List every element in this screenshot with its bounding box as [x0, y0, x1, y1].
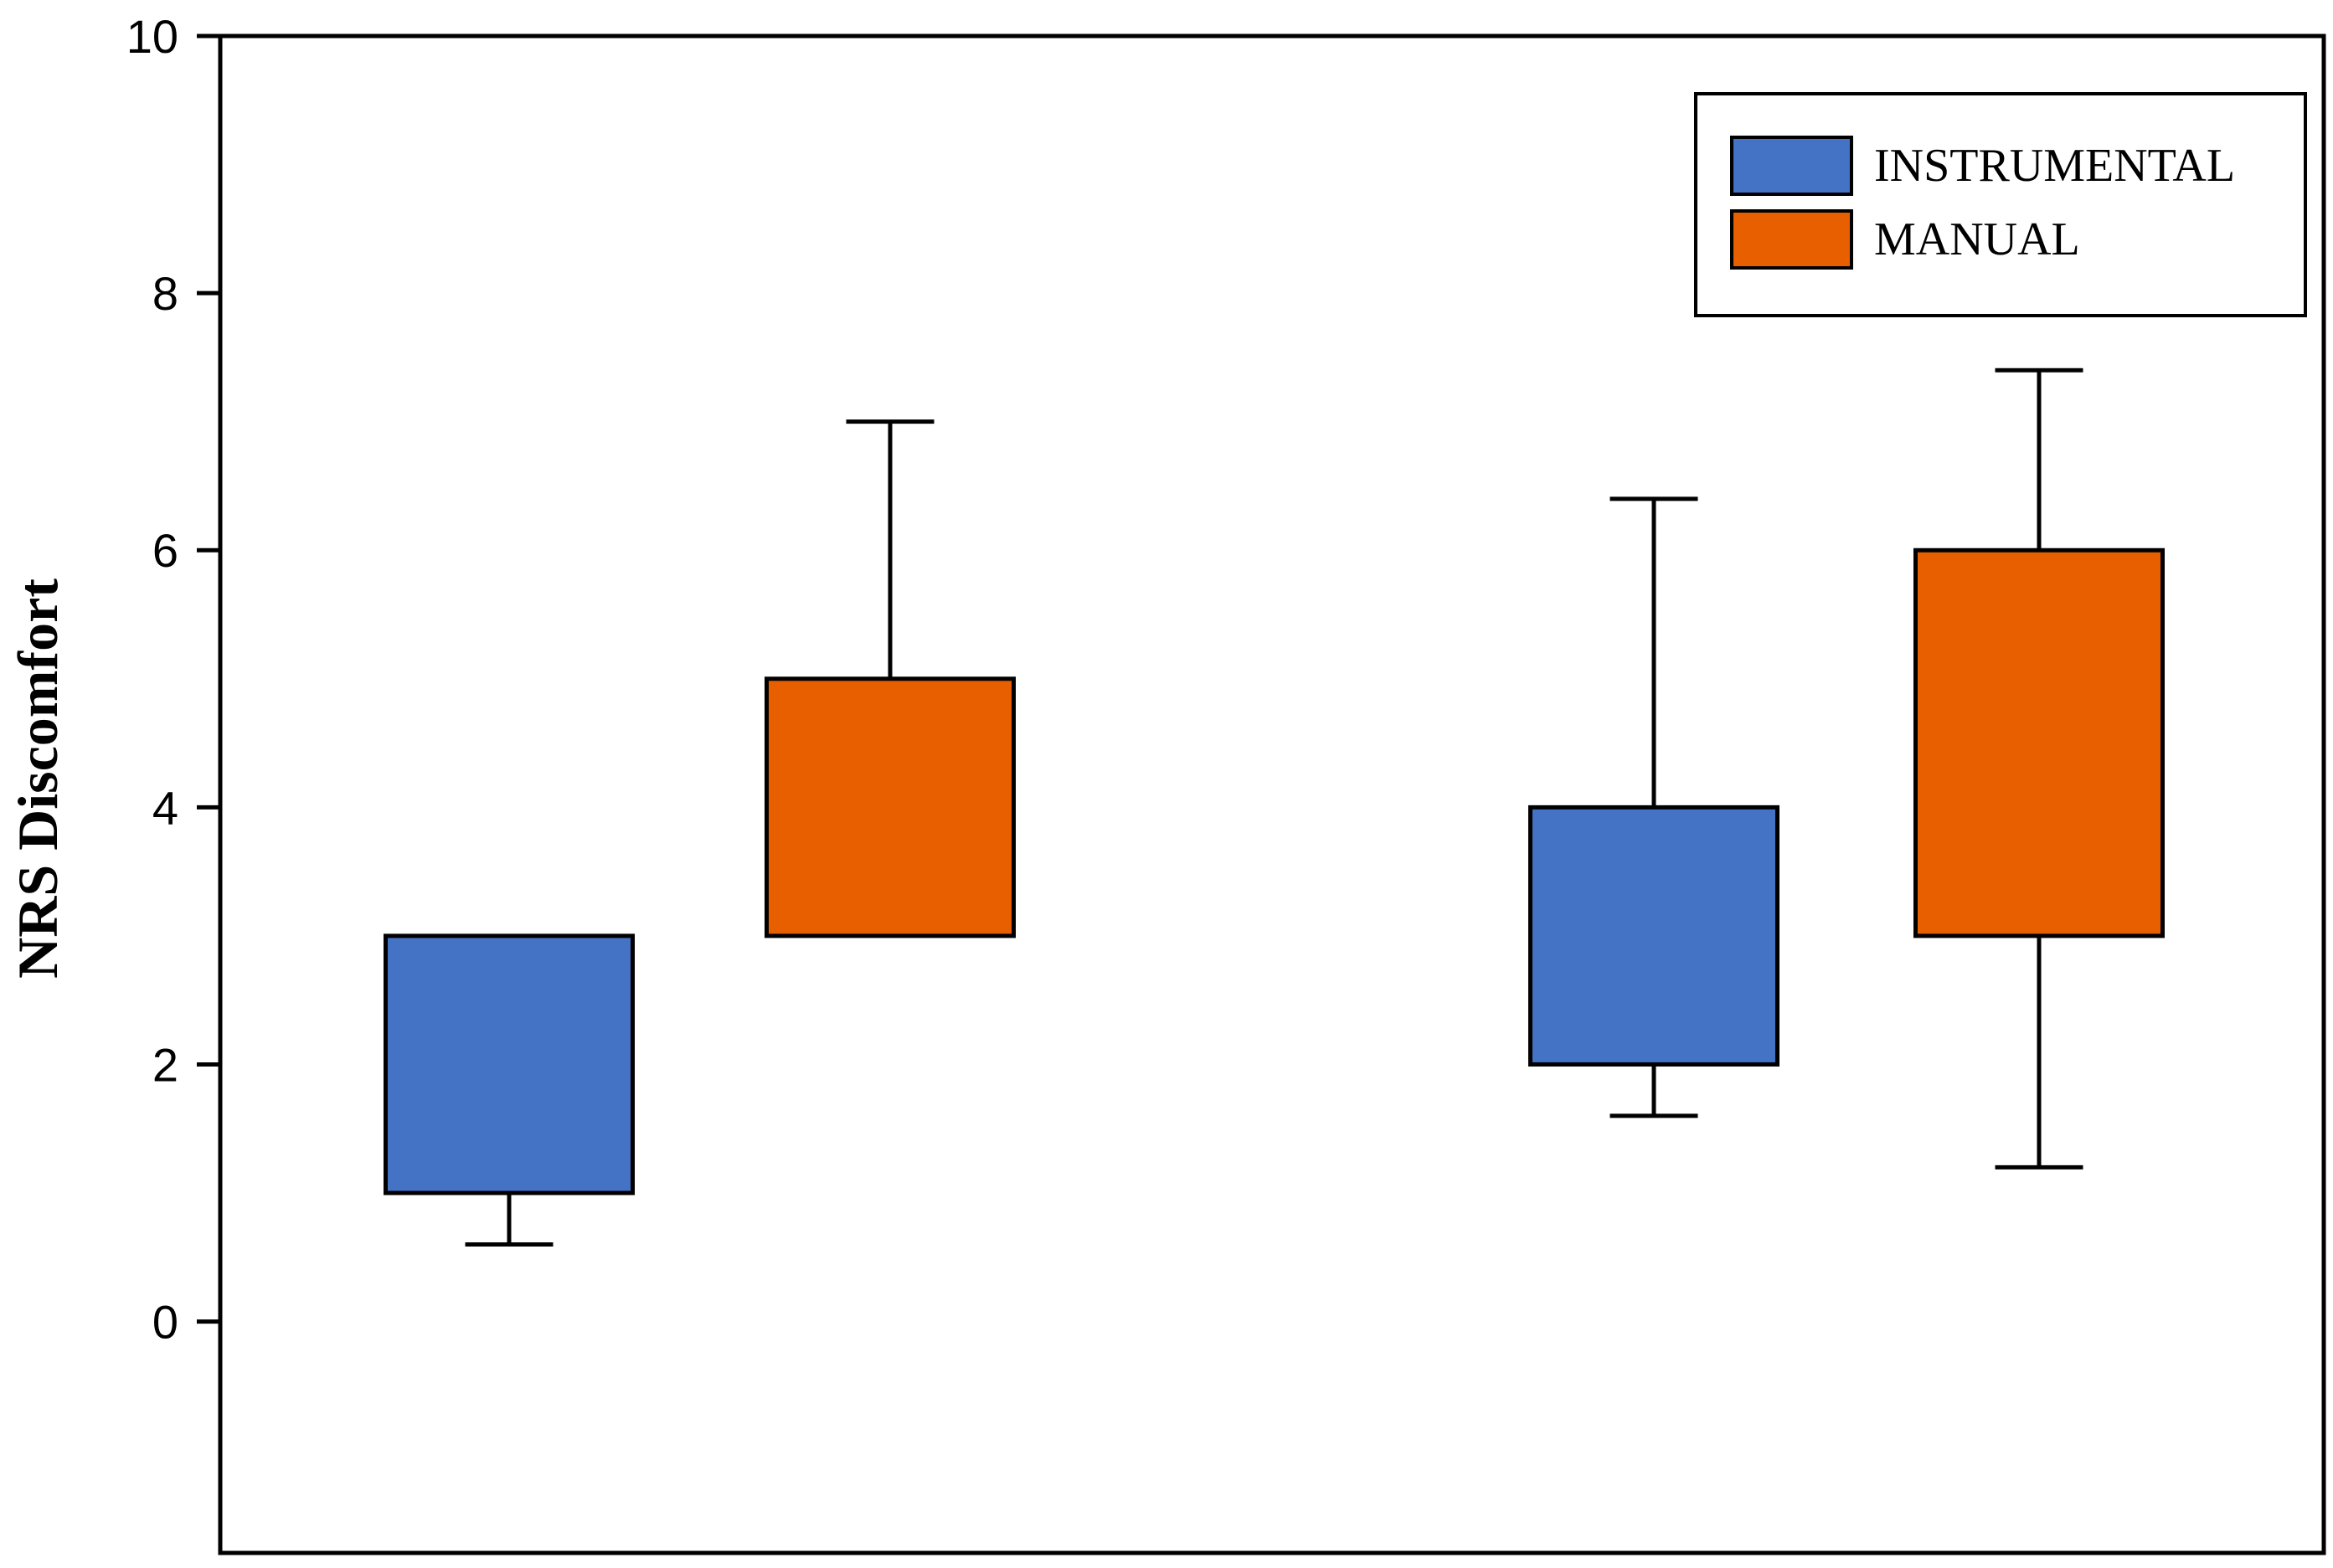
- y-tick-label: 0: [152, 1296, 178, 1349]
- plot-frame: [218, 33, 2326, 1555]
- legend-label-instrumental: INSTRUMENTAL: [1874, 140, 2235, 192]
- box-body: [384, 933, 635, 1195]
- legend-label-manual: MANUAL: [1874, 213, 2080, 265]
- box-body: [765, 676, 1016, 938]
- legend-box: [1694, 92, 2307, 317]
- legend-swatch-instrumental: [1730, 136, 1853, 196]
- box-instrumental-group-1: [384, 933, 635, 1247]
- y-tick-label: 6: [152, 524, 178, 577]
- legend-swatch-manual: [1730, 209, 1853, 270]
- legend: INSTRUMENTAL MANUAL: [1694, 92, 2307, 317]
- box-manual-group-1: [765, 419, 1016, 938]
- box-body: [1528, 805, 1779, 1067]
- box-manual-group-2: [1913, 368, 2165, 1170]
- box-body: [1913, 548, 2165, 938]
- y-tick-label: 2: [152, 1038, 178, 1091]
- box-instrumental-group-2: [1528, 496, 1779, 1118]
- y-axis-label: NRS Discomfort: [6, 578, 70, 979]
- y-tick-label: 4: [152, 781, 178, 834]
- y-tick-label: 8: [152, 267, 178, 320]
- axes-layer: 0 2 4 6 8 10: [126, 10, 2326, 1555]
- plot-layer: [384, 368, 2165, 1247]
- y-tick-label: 10: [126, 10, 178, 63]
